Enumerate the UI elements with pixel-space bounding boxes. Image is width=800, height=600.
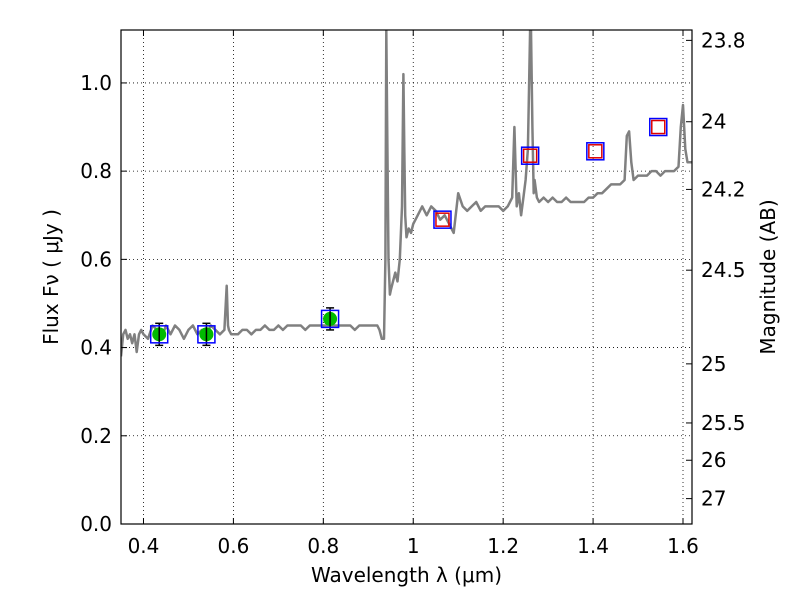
y-tick-label: 0.6	[80, 247, 112, 271]
photometry-markers	[149, 117, 668, 347]
mag-tick-label: 27	[701, 487, 726, 511]
spectrum-line	[121, 30, 692, 357]
y-tick-label: 0.8	[80, 159, 112, 183]
y-tick-label: 0.2	[80, 424, 112, 448]
model-photometry-square	[649, 117, 668, 137]
right-y-axis-title: Magnitude (AB)	[756, 199, 780, 354]
model-photometry-square	[197, 325, 216, 344]
x-tick-label: 1.6	[667, 534, 699, 558]
predicted-photometry-square	[522, 148, 538, 163]
model-photometry-square	[433, 210, 452, 229]
mag-tick-label: 23.8	[701, 28, 746, 52]
mag-tick-label: 25.5	[701, 411, 746, 435]
axis-ticks: 0.4 0.6 0.8 1 1.2 1.4 1.6 0.0 0.2 0.4 0.6 0.8 1.0 23.…	[80, 28, 745, 558]
mag-tick-label: 24.5	[701, 258, 746, 282]
mag-tick-label: 24	[701, 110, 726, 134]
spectrum-series	[121, 30, 692, 357]
x-tick-label: 0.8	[307, 534, 339, 558]
mag-tick-label: 24.2	[701, 177, 746, 201]
model-photometry-square	[149, 325, 169, 344]
x-tick-label: 0.6	[217, 534, 249, 558]
predicted-photometry-square	[435, 212, 450, 227]
mag-tick-label: 25	[701, 352, 726, 376]
predicted-photometry-square	[588, 144, 603, 159]
x-tick-label: 1.2	[487, 534, 519, 558]
grid-lines	[121, 30, 692, 525]
x-tick-label: 1	[407, 534, 420, 558]
y-tick-label: 0.4	[80, 336, 112, 360]
model-photometry-square	[320, 309, 340, 329]
plot-frame	[120, 29, 693, 525]
x-axis-title: Wavelength λ (μm)	[311, 563, 502, 587]
x-tick-label: 0.4	[128, 534, 160, 558]
y-axis-title: Flux Fν ( μJy )	[39, 209, 63, 345]
model-photometry-square	[586, 142, 605, 161]
x-tick-label: 1.4	[577, 534, 609, 558]
y-tick-label: 1.0	[80, 71, 112, 95]
model-photometry-square	[520, 146, 540, 165]
mag-tick-label: 26	[701, 448, 726, 472]
predicted-photometry-square	[651, 119, 666, 135]
y-tick-label: 0.0	[80, 512, 112, 536]
